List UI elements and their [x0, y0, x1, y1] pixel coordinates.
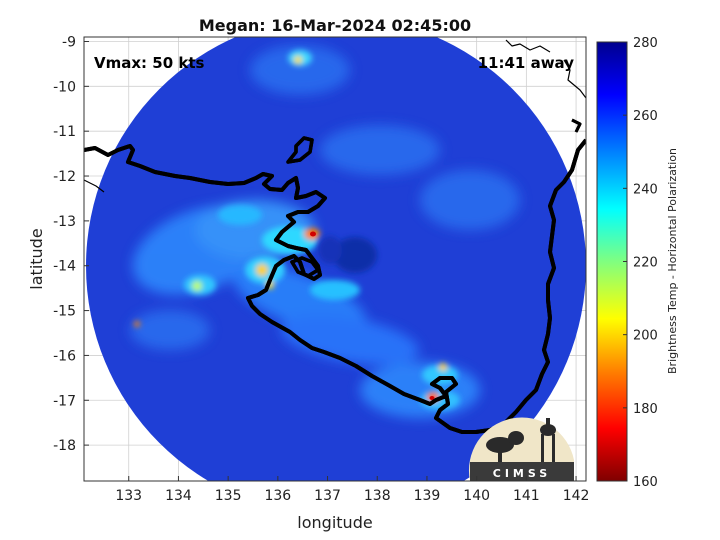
x-tick-label: 139	[414, 488, 441, 504]
figure-title: Megan: 16-Mar-2024 02:45:00	[199, 16, 471, 35]
colorbar-ticks: 280 260 240 220 200 180 160	[623, 36, 658, 490]
colorbar-tick-label: 200	[633, 329, 658, 344]
y-tick-label: -9	[62, 34, 76, 50]
y-tick-label: -18	[53, 438, 76, 454]
y-axis-label: latitude	[27, 228, 46, 289]
x-axis-ticks: 133 134 135 136 137 138 139 140 141 142	[115, 476, 589, 504]
x-tick-label: 136	[264, 488, 291, 504]
y-tick-label: -16	[53, 348, 76, 364]
time-away-label: 11:41 away	[478, 54, 575, 72]
x-tick-label: 141	[513, 488, 540, 504]
colorbar-tick-label: 240	[633, 182, 658, 197]
y-tick-label: -14	[53, 259, 76, 275]
y-tick-label: -15	[53, 304, 76, 320]
colorbar-tick-label: 220	[633, 256, 658, 271]
y-tick-label: -11	[53, 124, 76, 140]
cimss-logo: CIMSS	[468, 417, 574, 481]
y-tick-label: -13	[53, 214, 76, 230]
y-tick-label: -17	[53, 393, 76, 409]
x-tick-label: 137	[314, 488, 341, 504]
colorbar-tick-label: 260	[633, 109, 658, 124]
x-tick-label: 134	[165, 488, 192, 504]
colorbar-tick-label: 280	[633, 36, 658, 51]
colorbar-tick-label: 180	[633, 402, 658, 417]
cimss-logo-text: CIMSS	[493, 467, 551, 480]
y-tick-label: -10	[53, 79, 76, 95]
x-tick-label: 135	[215, 488, 242, 504]
x-tick-label: 142	[563, 488, 590, 504]
y-tick-label: -12	[53, 169, 76, 185]
colorbar-tick-label: 160	[633, 475, 658, 490]
x-tick-label: 133	[115, 488, 142, 504]
x-tick-label: 140	[463, 488, 490, 504]
colorbar	[596, 41, 628, 482]
brightness-temperature-swath	[86, 37, 586, 481]
coastline	[84, 39, 586, 434]
colorbar-label: Brightness Temp - Horizontal Polarizatio…	[666, 148, 679, 374]
x-axis-label: longitude	[297, 513, 372, 532]
vmax-label: Vmax: 50 kts	[94, 54, 204, 72]
x-tick-label: 138	[364, 488, 391, 504]
y-axis-ticks: -9 -10 -11 -12 -13 -14 -15 -16 -17 -18	[53, 34, 89, 454]
